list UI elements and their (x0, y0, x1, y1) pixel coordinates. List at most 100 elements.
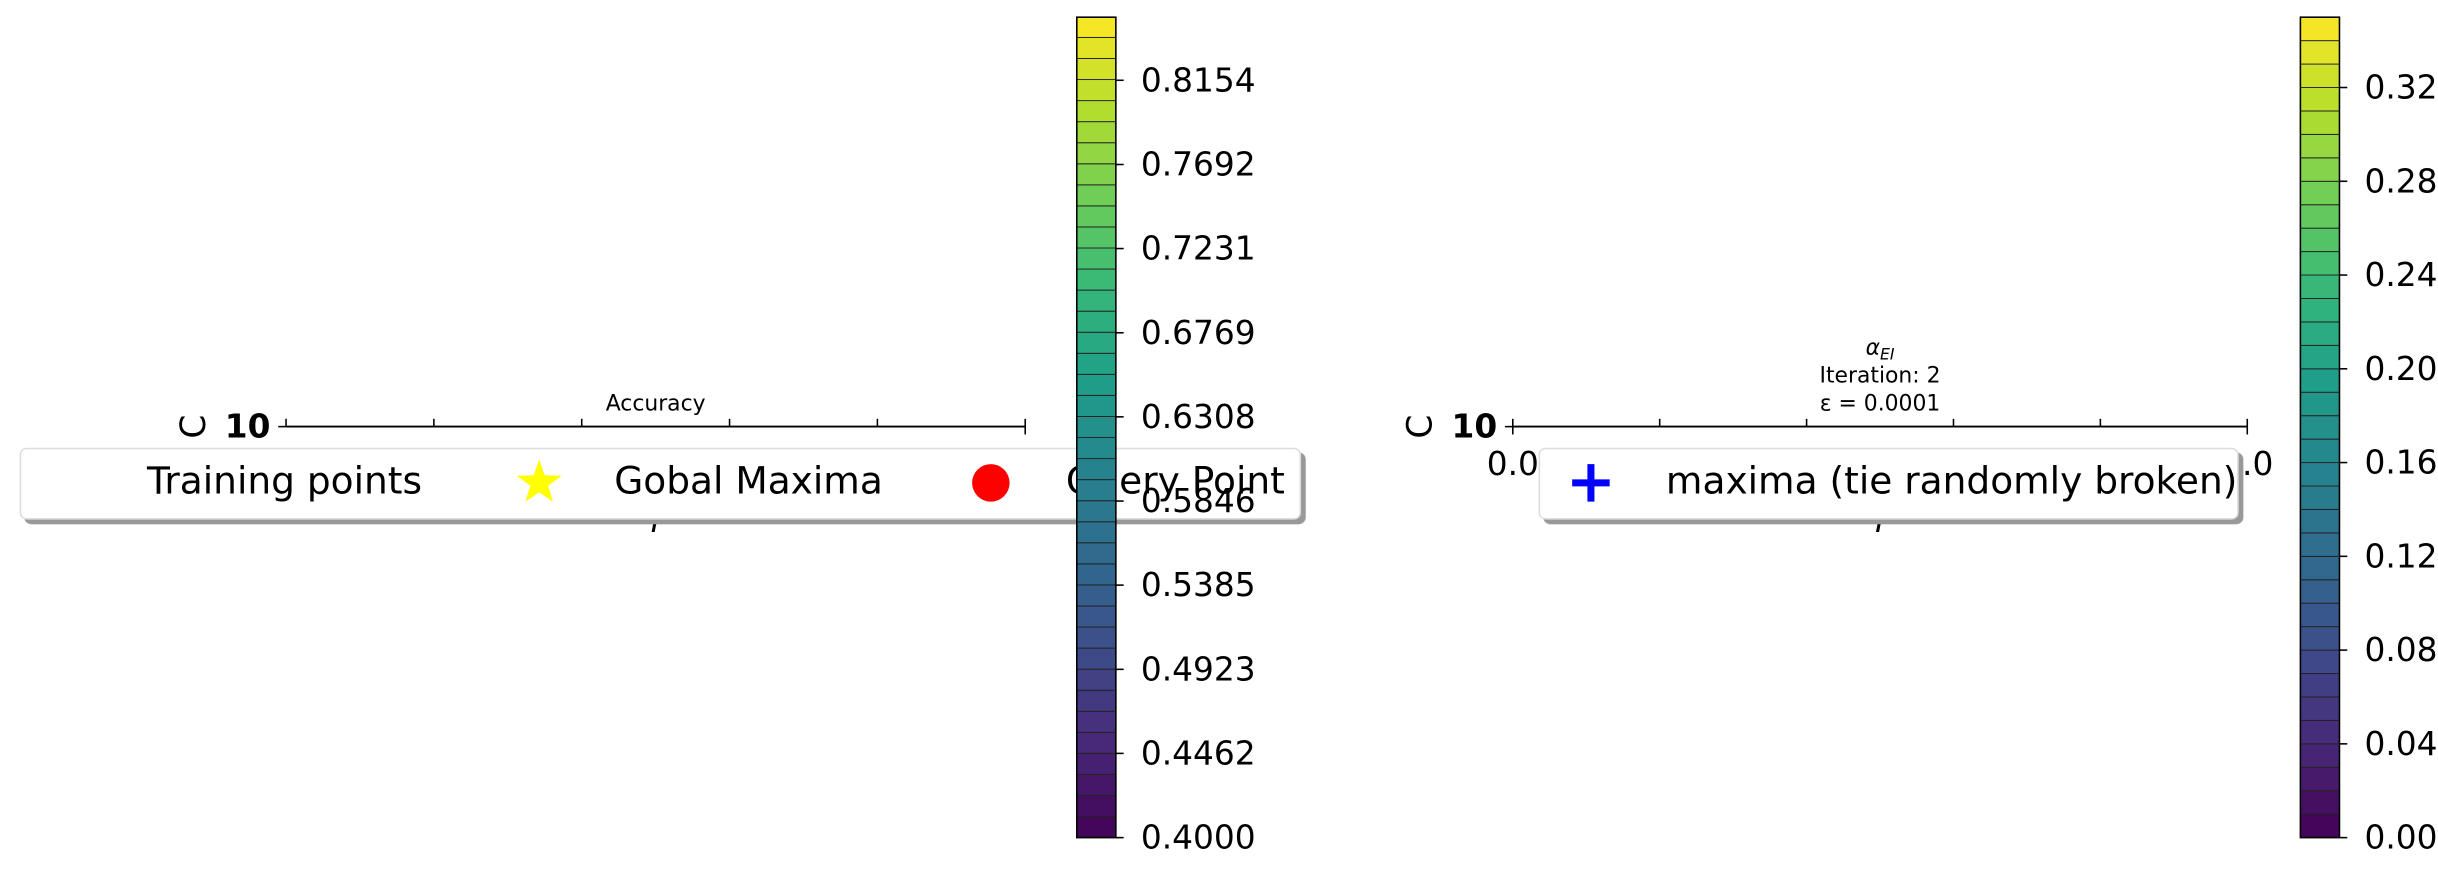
legend-marker (516, 459, 562, 502)
title-main: α (1866, 335, 1881, 360)
legend-box (19, 447, 1302, 520)
colorbar-band (2299, 602, 2340, 628)
legend-label: maxima (tie randomly broken) (1666, 458, 2237, 502)
colorbar-band (1076, 668, 1117, 691)
colorbar-band (1076, 226, 1117, 249)
chart-subtitle: Iteration: 2 (1820, 364, 1941, 389)
colorbar-band (1076, 247, 1117, 270)
y-tick-label: 10 (1452, 408, 1498, 446)
colorbar-band (1076, 500, 1117, 523)
colorbar-band (2299, 110, 2340, 135)
colorbar-band (1076, 79, 1117, 102)
chart-subtitle: ε = 0.0001 (1820, 392, 1941, 417)
colorbar-tick-label: 0.28 (2364, 162, 2437, 200)
legend-box (1538, 447, 2239, 520)
colorbar-band (1076, 710, 1117, 733)
colorbar-band (1076, 542, 1117, 565)
colorbar-band (1076, 289, 1117, 312)
colorbar-band (1076, 605, 1117, 628)
colorbar-band (1076, 163, 1117, 186)
colorbar-band (1076, 731, 1117, 754)
colorbar-band (2299, 40, 2340, 65)
colorbar-band (2299, 532, 2340, 557)
colorbar-tick-label: 0.4923 (1141, 650, 1256, 688)
colorbar-band (2299, 368, 2340, 393)
colorbar-band (2299, 766, 2340, 792)
colorbar-tick-label: 0.04 (2364, 725, 2437, 763)
colorbar-tick-label: 0.5385 (1141, 566, 1256, 604)
colorbar-band (1076, 752, 1117, 775)
colorbar-band (2299, 649, 2340, 675)
colorbar-tick-label: 0.00 (2364, 819, 2437, 857)
colorbar-tick-label: 0.7692 (1141, 146, 1256, 184)
colorbar-band (2299, 227, 2340, 253)
legend-marker (972, 464, 1010, 502)
colorbar-band (1076, 689, 1117, 712)
colorbar-band (2299, 415, 2340, 440)
colorbar-band (1076, 331, 1117, 354)
colorbar-band (2299, 508, 2340, 534)
legend-marker (1572, 464, 1610, 502)
colorbar-tick-label: 0.8154 (1141, 61, 1256, 99)
legend-label: Training points (146, 458, 422, 502)
colorbar-band (1076, 584, 1117, 607)
colorbar-band (2299, 204, 2340, 229)
colorbar-band (2299, 673, 2340, 698)
chart-title: αEI (1866, 335, 1895, 363)
colorbar-band (1076, 521, 1117, 544)
colorbar-band (2299, 157, 2340, 182)
colorbar-band (2299, 298, 2340, 323)
colorbar-tick-label: 0.6308 (1141, 398, 1256, 436)
colorbar-band (2299, 438, 2340, 464)
colorbar-band (2299, 391, 2340, 417)
colorbar-band (1076, 563, 1117, 586)
colorbar-band (2299, 743, 2340, 768)
colorbar-frame (1076, 16, 1117, 839)
y-axis-label: C (174, 415, 214, 439)
title-subscript: EI (1880, 345, 1895, 363)
colorbar-tick-label: 0.08 (2364, 631, 2437, 669)
colorbar-tick-label: 0.6769 (1141, 314, 1256, 352)
colorbar-band (1076, 310, 1117, 333)
colorbar-band (2299, 555, 2340, 581)
colorbar-band (2299, 274, 2340, 299)
colorbar-band (1076, 373, 1117, 396)
colorbar-band (1076, 184, 1117, 207)
colorbar-band (1076, 773, 1117, 796)
colorbar-band (1076, 816, 1117, 839)
colorbar-band (1076, 458, 1117, 481)
y-axis-label: C (1401, 415, 1441, 439)
colorbar-band (1076, 121, 1117, 144)
colorbar-band (2299, 579, 2340, 604)
colorbar-band (1076, 16, 1117, 38)
colorbar-band (1076, 205, 1117, 228)
colorbar-band (2299, 63, 2340, 88)
colorbar-band (2299, 87, 2340, 112)
colorbar-band (2299, 321, 2340, 346)
colorbar-band (2299, 133, 2340, 159)
colorbar-band (1076, 268, 1117, 291)
colorbar-band (2299, 16, 2340, 42)
colorbar-band (2299, 790, 2340, 815)
colorbar-band (2299, 344, 2340, 370)
colorbar-band (1076, 58, 1117, 81)
colorbar-band (2299, 696, 2340, 721)
colorbar-band (1076, 479, 1117, 502)
colorbar-band (2299, 813, 2340, 839)
colorbar-frame (2299, 16, 2341, 839)
colorbar-band (1076, 415, 1117, 438)
colorbar-band (1076, 100, 1117, 123)
legend-label: Gobal Maxima (614, 458, 883, 502)
colorbar-tick-label: 0.7231 (1141, 230, 1256, 268)
colorbar-band (2299, 251, 2340, 276)
colorbar-band (2299, 719, 2340, 745)
colorbar-band (1076, 437, 1117, 460)
colorbar-band (1076, 36, 1117, 59)
colorbar-band (1076, 394, 1117, 417)
colorbar-band (2299, 626, 2340, 651)
colorbar-band (1076, 626, 1117, 649)
colorbar-band (1076, 352, 1117, 375)
colorbar-band (1076, 142, 1117, 165)
colorbar-tick-label: 0.4000 (1141, 819, 1256, 857)
